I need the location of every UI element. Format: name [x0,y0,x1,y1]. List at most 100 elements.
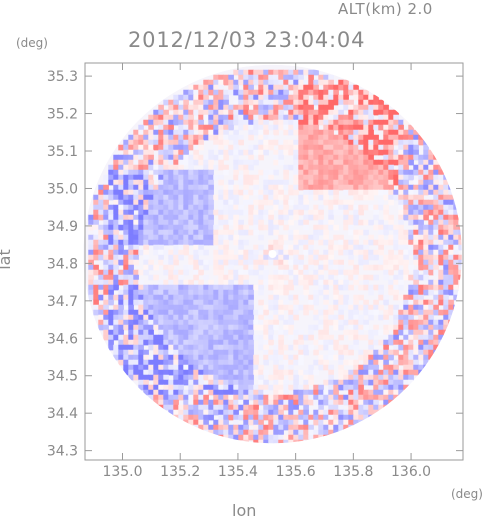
velocity-cell [373,184,379,191]
velocity-cell [168,124,174,131]
velocity-cell [198,299,204,306]
velocity-cell [423,244,429,251]
velocity-cell [203,124,209,131]
velocity-cell [398,209,404,216]
velocity-cell [238,344,244,351]
velocity-cell [393,114,399,121]
velocity-cell [193,409,199,416]
velocity-cell [413,299,419,306]
velocity-cell [238,189,244,196]
velocity-cell [173,319,179,326]
velocity-cell [253,189,259,196]
velocity-cell [163,329,169,336]
velocity-cell [268,134,274,141]
velocity-cell [338,79,344,86]
velocity-cell [328,394,334,401]
velocity-cell [448,319,454,326]
velocity-cell [383,404,389,411]
velocity-cell [278,419,284,426]
velocity-cell [168,364,174,371]
velocity-cell [288,419,294,426]
velocity-cell [403,129,409,136]
velocity-cell [93,224,99,231]
velocity-cell [423,214,429,221]
velocity-cell [308,114,314,121]
velocity-cell [443,274,449,281]
velocity-cell [148,319,154,326]
velocity-cell [103,309,109,316]
velocity-cell [143,189,149,196]
velocity-cell [413,204,419,211]
velocity-cell [253,429,259,436]
velocity-cell [333,184,339,191]
velocity-cell [168,174,174,181]
velocity-cell [348,399,354,406]
velocity-cell [293,94,299,101]
velocity-cell [303,214,309,221]
velocity-cell [118,324,124,331]
velocity-cell [133,289,139,296]
velocity-cell [193,179,199,186]
velocity-cell [403,339,409,346]
velocity-cell [258,189,264,196]
x-tick-label: 135.0 [102,464,142,480]
velocity-cell [258,334,264,341]
velocity-cell [263,429,269,436]
velocity-cell [398,329,404,336]
velocity-cell [333,339,339,346]
velocity-cell [438,219,444,226]
velocity-cell [308,89,314,96]
velocity-cell [403,134,409,141]
velocity-cell [238,284,244,291]
velocity-cell [203,319,209,326]
velocity-cell [213,269,219,276]
velocity-cell [163,204,169,211]
velocity-cell [218,274,224,281]
velocity-cell [133,314,139,321]
velocity-cell [128,369,134,376]
velocity-cell [128,164,134,171]
velocity-cell [293,204,299,211]
velocity-cell [323,99,329,106]
velocity-cell [208,124,214,131]
velocity-cell [433,154,439,161]
velocity-cell [363,159,369,166]
velocity-cell [218,149,224,156]
velocity-cell [428,259,434,266]
velocity-cell [258,284,264,291]
velocity-cell [313,194,319,201]
velocity-cell [248,174,254,181]
velocity-cell [133,134,139,141]
velocity-cell [128,294,134,301]
velocity-cell [148,129,154,136]
velocity-cell [123,269,129,276]
velocity-cell [208,309,214,316]
velocity-cell [328,174,334,181]
velocity-cell [188,84,194,91]
velocity-cell [208,214,214,221]
velocity-cell [283,244,289,251]
velocity-cell [403,239,409,246]
velocity-cell [168,384,174,391]
velocity-cell [238,159,244,166]
velocity-cell [213,79,219,86]
velocity-cell [423,154,429,161]
velocity-cell [403,209,409,216]
velocity-cell [113,184,119,191]
velocity-cell [333,179,339,186]
velocity-cell [158,249,164,256]
velocity-cell [223,374,229,381]
velocity-cell [343,154,349,161]
velocity-cell [418,134,424,141]
velocity-cell [453,234,459,241]
velocity-cell [428,189,434,196]
velocity-cell [313,209,319,216]
velocity-cell [263,134,269,141]
velocity-cell [178,349,184,356]
velocity-cell [98,234,104,241]
velocity-cell [168,199,174,206]
velocity-cell [168,144,174,151]
velocity-cell [358,154,364,161]
velocity-cell [363,324,369,331]
velocity-cell [233,319,239,326]
